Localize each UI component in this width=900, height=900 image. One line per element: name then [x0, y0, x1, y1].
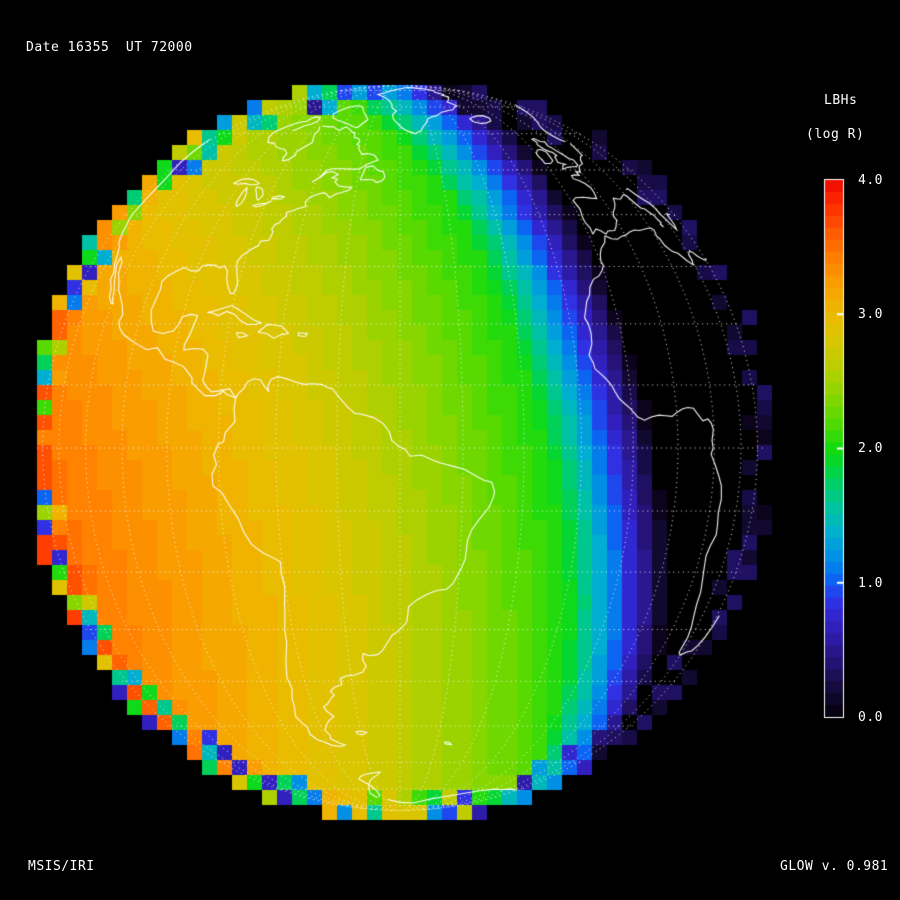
date-ut-label: Date 16355 UT 72000	[26, 40, 193, 55]
colorbar-tick-label-2: 2.0	[858, 441, 883, 456]
colorbar-title: LBHs	[824, 93, 858, 108]
version-label: GLOW v. 0.981	[780, 859, 889, 874]
colorbar-tick-label-1: 1.0	[858, 576, 883, 591]
colorbar-tick-label-0: 0.0	[858, 710, 883, 725]
colorbar-tick-label-3: 3.0	[858, 307, 883, 322]
model-source-label: MSIS/IRI	[28, 859, 95, 874]
colorbar-tick-label-4: 4.0	[858, 173, 883, 188]
colorbar-units-label: (log R)	[806, 127, 865, 142]
